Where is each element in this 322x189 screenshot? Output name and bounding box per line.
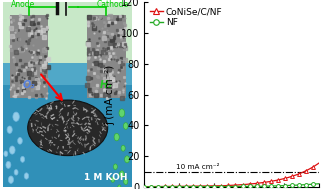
Legend: CoNiSe/C/NF, NF: CoNiSe/C/NF, NF [149,6,223,28]
Ellipse shape [28,100,108,156]
Circle shape [124,179,128,184]
Circle shape [7,126,12,133]
Circle shape [6,161,11,168]
Circle shape [8,176,14,183]
Text: 1 M KOH: 1 M KOH [83,173,127,182]
Circle shape [14,170,18,175]
Circle shape [21,156,24,162]
Y-axis label: j (mA cm⁻²): j (mA cm⁻²) [105,64,115,125]
Bar [3,63,132,85]
Bar [87,15,126,98]
Text: Anode: Anode [10,0,35,9]
Circle shape [114,133,119,141]
Circle shape [119,109,125,117]
Text: Cathode: Cathode [97,0,129,9]
Text: 10 mA cm⁻²: 10 mA cm⁻² [176,164,219,170]
Circle shape [4,151,8,156]
Circle shape [18,137,22,144]
Circle shape [123,123,128,129]
Circle shape [24,173,29,179]
Circle shape [111,177,115,182]
Circle shape [113,164,117,170]
Circle shape [118,185,121,189]
Bar [10,15,48,98]
Text: H₂: H₂ [100,80,113,90]
Circle shape [125,156,129,163]
Circle shape [13,112,19,121]
Circle shape [121,145,125,151]
Bar [3,69,132,187]
Text: O₂: O₂ [23,80,35,90]
Circle shape [9,146,15,154]
Bar [3,2,132,72]
Circle shape [119,171,124,177]
